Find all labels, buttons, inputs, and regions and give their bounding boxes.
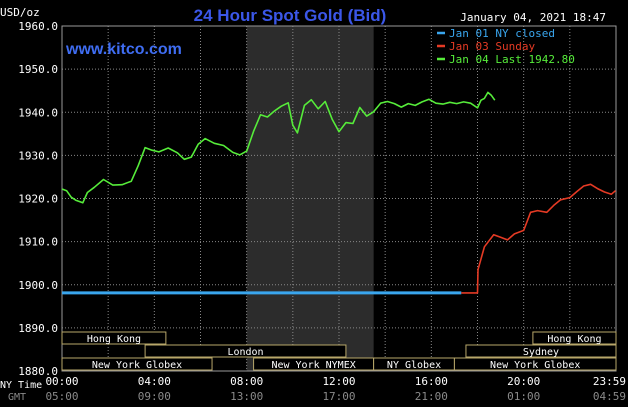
legend-label: Jan 04 Last 1942.80 xyxy=(449,53,575,66)
x-tick-ny-label: 20:00 xyxy=(507,375,540,388)
legend-label: Jan 03 Sunday xyxy=(449,40,535,53)
session-box xyxy=(144,344,347,358)
series-line-2 xyxy=(461,183,617,294)
session-label: Hong Kong xyxy=(87,334,141,345)
session-box xyxy=(61,357,213,371)
grid-layer xyxy=(61,25,617,372)
highlight-band-layer xyxy=(246,26,374,371)
y-tick-label: 1930.0 xyxy=(18,149,58,162)
ny-time-axis-label: NY Time xyxy=(0,380,42,391)
session-boxes-layer: Hong Kong Hong Kong London Sydney New York G… xyxy=(61,331,617,371)
y-axis-ticks: 1960.0 1950.0 1940.0 1930.0 1920.0 1910.0 1900… xyxy=(18,20,58,378)
y-tick-label: 1880.0 xyxy=(18,365,58,378)
chart-timestamp: January 04, 2021 18:47 xyxy=(460,11,606,24)
x-tick-gmt-label: 17:00 xyxy=(322,390,355,403)
session-label: Sydney xyxy=(523,347,559,358)
session-box xyxy=(465,344,617,358)
y-tick-label: 1900.0 xyxy=(18,279,58,292)
x-tick-gmt-label: 09:00 xyxy=(138,390,171,403)
y-tick-label: 1910.0 xyxy=(18,236,58,249)
session-label: London xyxy=(227,347,263,358)
kitco-watermark: www.kitco.com xyxy=(65,41,182,58)
session-box xyxy=(532,331,617,345)
x-tick-ny-label: 00:00 xyxy=(45,375,78,388)
y-tick-label: 1940.0 xyxy=(18,106,58,119)
x-tick-gmt-label: 05:00 xyxy=(45,390,78,403)
x-tick-ny-label: 08:00 xyxy=(230,375,263,388)
series-line-3 xyxy=(61,91,496,204)
session-label: Hong Kong xyxy=(547,334,601,345)
highlight-band xyxy=(246,26,374,371)
chart-title: 24 Hour Spot Gold (Bid) xyxy=(194,6,387,25)
y-tick-label: 1960.0 xyxy=(18,20,58,33)
y-tick-label: 1890.0 xyxy=(18,322,58,335)
x-tick-gmt-label: 21:00 xyxy=(415,390,448,403)
x-tick-ny-label: 16:00 xyxy=(415,375,448,388)
gmt-axis-label: GMT xyxy=(8,392,26,403)
y-axis-unit-label: USD/oz xyxy=(0,6,40,19)
session-box xyxy=(453,357,617,371)
session-label: New York Globex xyxy=(490,360,580,371)
legend-label: Jan 01 NY closed xyxy=(449,27,555,40)
plot-frame xyxy=(61,25,617,372)
x-tick-gmt-label: 13:00 xyxy=(230,390,263,403)
session-label: New York NYMEX xyxy=(271,360,355,371)
x-axis-ticks: 00:00 05:00 04:00 09:00 08:00 13:00 12:00 17:00… xyxy=(45,375,626,403)
series-layer xyxy=(61,91,617,295)
y-tick-label: 1950.0 xyxy=(18,63,58,76)
x-tick-ny-label: 04:00 xyxy=(138,375,171,388)
y-tick-label: 1920.0 xyxy=(18,193,58,206)
x-tick-ny-label: 23:59 xyxy=(593,375,626,388)
session-label: NY Globex xyxy=(387,360,441,371)
x-tick-ny-label: 12:00 xyxy=(322,375,355,388)
x-tick-gmt-label: 04:59 xyxy=(593,390,626,403)
session-label: New York Globex xyxy=(92,360,182,371)
session-box xyxy=(61,331,167,345)
x-tick-gmt-label: 01:00 xyxy=(507,390,540,403)
